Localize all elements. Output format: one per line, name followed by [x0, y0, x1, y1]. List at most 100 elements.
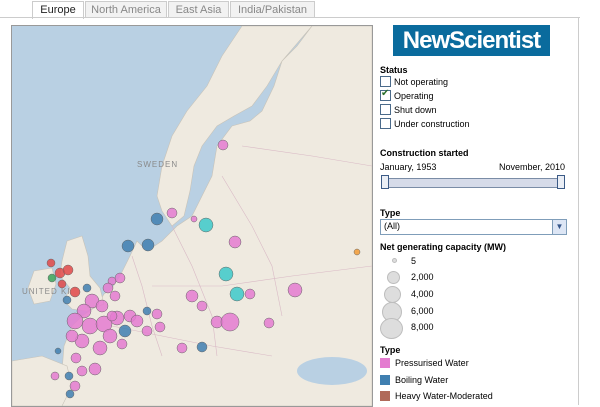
range-start-handle[interactable] — [381, 175, 389, 189]
plant-marker[interactable] — [118, 324, 132, 338]
plant-marker[interactable] — [220, 312, 240, 332]
plant-marker[interactable] — [88, 362, 102, 376]
plant-marker[interactable] — [150, 212, 164, 226]
plant-marker[interactable] — [82, 283, 92, 293]
map-label-sweden: SWEDEN — [137, 160, 178, 169]
plant-marker[interactable] — [65, 329, 79, 343]
borders — [111, 145, 372, 357]
plant-marker[interactable] — [95, 299, 109, 313]
plant-marker[interactable] — [141, 238, 155, 252]
plant-marker[interactable] — [57, 279, 67, 289]
plant-markers — [46, 139, 361, 399]
content-frame — [0, 18, 579, 405]
capacity-title: Net generating capacity (MW) — [380, 242, 507, 252]
type-label: Boiling Water — [395, 375, 449, 385]
plant-marker[interactable] — [102, 282, 114, 294]
plant-marker[interactable] — [244, 288, 256, 300]
size-label: 4,000 — [411, 289, 434, 299]
plant-marker[interactable] — [130, 314, 144, 328]
status-option-shut-down[interactable]: Shut down — [380, 104, 437, 116]
status-option-under-construction[interactable]: Under construction — [380, 118, 470, 130]
size-label: 6,000 — [411, 306, 434, 316]
plant-marker[interactable] — [76, 303, 92, 319]
checkbox-shut-down[interactable] — [380, 104, 391, 116]
construction-title: Construction started — [380, 148, 469, 158]
plant-marker[interactable] — [54, 347, 62, 355]
plant-marker[interactable] — [92, 340, 108, 356]
plant-marker[interactable] — [69, 286, 81, 298]
range-end-handle[interactable] — [557, 175, 565, 189]
size-circle-icon — [380, 318, 403, 339]
status-option-operating[interactable]: Operating — [380, 88, 434, 102]
type-select-value: (All) — [384, 221, 400, 231]
plant-marker[interactable] — [218, 266, 234, 282]
plant-marker[interactable] — [121, 239, 135, 253]
plant-marker[interactable] — [70, 352, 82, 364]
plant-marker[interactable] — [190, 215, 198, 223]
plant-marker[interactable] — [185, 289, 199, 303]
plant-marker[interactable] — [47, 273, 57, 283]
plant-marker[interactable] — [154, 321, 166, 333]
map-label-uk: UNITED KI — [22, 287, 71, 296]
plant-marker[interactable] — [176, 342, 188, 354]
type-legend-boiling-water: Boiling Water — [380, 374, 448, 386]
checkbox-operating[interactable] — [380, 88, 391, 102]
type-legend-pressurised-water: Pressurised Water — [380, 357, 469, 369]
plant-marker[interactable] — [166, 207, 178, 219]
europe-map[interactable]: SWEDEN UNITED KI — [11, 25, 373, 407]
plant-marker[interactable] — [141, 325, 153, 337]
tab-baseline — [0, 17, 580, 18]
checkbox-under-construction[interactable] — [380, 118, 391, 130]
plant-marker[interactable] — [102, 328, 118, 344]
tab-north-america[interactable]: North America — [85, 1, 167, 18]
plant-marker[interactable] — [198, 217, 214, 233]
newscientist-logo: NewScientist — [393, 25, 550, 56]
plant-marker[interactable] — [228, 235, 242, 249]
status-option-not-operating[interactable]: Not operating — [380, 76, 448, 88]
tab-europe[interactable]: Europe — [32, 1, 84, 19]
plant-marker[interactable] — [62, 295, 72, 305]
tab-east-asia[interactable]: East Asia — [168, 1, 229, 18]
plant-marker[interactable] — [116, 338, 128, 350]
plant-marker[interactable] — [81, 317, 99, 335]
size-circle-icon — [384, 286, 401, 303]
plant-marker[interactable] — [217, 139, 229, 151]
type-label: Pressurised Water — [395, 358, 469, 368]
size-circle-icon — [387, 271, 400, 284]
plant-marker[interactable] — [287, 282, 303, 298]
tab-india-pakistan[interactable]: India/Pakistan — [230, 1, 315, 18]
plant-marker[interactable] — [64, 371, 74, 381]
plant-marker[interactable] — [66, 312, 84, 330]
size-label: 8,000 — [411, 322, 434, 332]
plant-marker[interactable] — [142, 306, 152, 316]
plant-marker[interactable] — [50, 371, 60, 381]
type-legend-title: Type — [380, 345, 401, 355]
status-label: Operating — [394, 91, 434, 101]
phwr-swatch — [380, 390, 390, 401]
black-sea — [297, 357, 367, 385]
plant-marker[interactable] — [69, 380, 81, 392]
bwr-swatch — [380, 374, 390, 385]
plant-marker[interactable] — [263, 317, 275, 329]
plant-marker[interactable] — [229, 286, 245, 302]
type-legend-heavy-water: Heavy Water-Moderated — [380, 390, 493, 402]
plant-marker[interactable] — [65, 389, 75, 399]
plant-marker[interactable] — [106, 310, 118, 322]
construction-range-slider[interactable] — [383, 178, 565, 188]
plant-marker[interactable] — [151, 308, 163, 320]
type-select[interactable]: (All) ▼ — [380, 219, 567, 235]
plant-marker[interactable] — [109, 290, 121, 302]
size-label: 2,000 — [411, 272, 434, 282]
checkbox-not-operating[interactable] — [380, 76, 391, 88]
plant-marker[interactable] — [196, 300, 208, 312]
plant-marker[interactable] — [353, 248, 361, 256]
plant-marker[interactable] — [62, 264, 74, 276]
chevron-down-icon[interactable]: ▼ — [552, 220, 566, 234]
type-label: Heavy Water-Moderated — [395, 391, 493, 401]
construction-start-label: January, 1953 — [380, 162, 437, 172]
plant-marker[interactable] — [76, 365, 88, 377]
plant-marker[interactable] — [196, 341, 208, 353]
plant-marker[interactable] — [46, 258, 56, 268]
plant-marker[interactable] — [114, 272, 126, 284]
construction-end-label: November, 2010 — [499, 162, 566, 172]
